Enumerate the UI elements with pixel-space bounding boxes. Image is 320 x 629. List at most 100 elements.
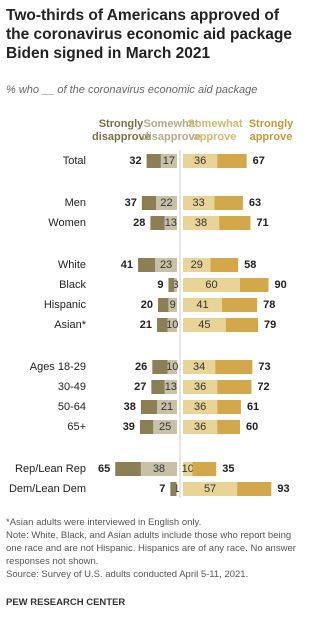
bar-segment [183,420,218,434]
bar-segment [225,318,259,332]
page: Two-thirds of Americans approved of the … [6,7,304,608]
bar-segment [219,216,251,230]
total-label: 38 [124,401,136,413]
bar-segment [210,258,239,272]
total-label: 73 [258,361,270,373]
value-label: 25 [159,421,171,433]
legend-entry: Somewhat approve [187,118,243,143]
bar-segment [157,400,177,414]
category-label: Asian* [54,319,87,331]
bar-segment [138,258,156,272]
bar-segment [167,360,177,374]
bar-segment [183,216,220,230]
value-label: 36 [194,155,206,167]
value-label: 45 [198,319,210,331]
bar-segment [158,298,169,312]
category-label: Rep/Lean Rep [15,463,86,475]
value-label: 23 [160,259,172,271]
total-label: 32 [129,155,141,167]
category-label: Hispanic [44,299,87,311]
bar-segment [240,278,269,292]
total-label: 67 [253,155,265,167]
bar-segment [217,154,247,168]
bar-segment [139,420,154,434]
bar-segment [168,298,177,312]
bar-segment [217,380,252,394]
legend-entry: Somewhat disapprove [142,118,201,143]
bar-segment [183,278,240,292]
bar-segment [183,298,222,312]
bar-segment [214,196,243,210]
value-label: 1 [173,483,179,495]
bar-segment [167,318,177,332]
bar-segment [183,360,216,374]
total-label: 63 [249,197,261,209]
total-label: 21 [140,319,152,331]
value-label: 60 [205,279,217,291]
value-label: 17 [163,155,175,167]
total-label: 58 [244,259,256,271]
total-label: 71 [256,217,268,229]
bar-segment [151,380,165,394]
bar-segment [217,400,241,414]
bar-segment [183,400,218,414]
value-label: 3 [173,279,179,291]
value-label: 36 [194,401,206,413]
category-label: 65+ [67,421,86,433]
bar-segment [164,216,177,230]
chart-subtitle: % who __ of the coronavirus economic aid… [6,84,258,96]
bar-segment [150,216,165,230]
source: PEW RESEARCH CENTER [6,597,126,608]
chart-title: Two-thirds of Americans approved of the … [6,7,292,62]
value-label: 34 [193,361,205,373]
total-label: 7 [159,483,165,495]
bar-segment [164,380,177,394]
value-label: 41 [196,299,208,311]
bar-segment [217,420,240,434]
value-label: 13 [165,381,177,393]
bar-segment [174,278,177,292]
bar-segment [221,298,258,312]
bar-segment [115,462,141,476]
total-label: 39 [123,421,135,433]
bar-segment [183,196,215,210]
bar-segment [183,380,218,394]
bar-segment [192,462,217,476]
category-label: 30-49 [58,381,86,393]
total-label: 79 [264,319,276,331]
value-label: 21 [161,401,173,413]
value-label: 22 [160,197,172,209]
total-label: 37 [125,197,137,209]
category-label: Total [63,155,86,167]
note: Source: Survey of U.S. adults conducted … [6,569,249,580]
bar-segment [140,462,177,476]
value-label: 33 [193,197,205,209]
value-label: 10 [166,361,178,373]
bar-segment [141,196,157,210]
bar-segment [183,482,238,496]
value-label: 9 [170,299,176,311]
total-label: 60 [246,421,258,433]
bar-segment [183,154,218,168]
bar-segment [183,318,226,332]
bar-segment [168,278,175,292]
total-label: 93 [277,483,289,495]
category-label: Ages 18-29 [30,361,86,373]
value-label: 36 [194,421,206,433]
value-label: 38 [153,463,165,475]
notes: *Asian adults were interviewed in Englis… [6,516,304,581]
category-label: Black [59,279,86,291]
total-label: 61 [247,401,259,413]
value-label: 38 [195,217,207,229]
bar-segment [155,258,177,272]
bar-segment [183,258,211,272]
value-label: 57 [204,483,216,495]
bar-segment [157,318,168,332]
note: Note: White, Black, and Asian adults inc… [6,530,296,567]
category-label: Women [48,217,86,229]
value-label: 29 [191,259,203,271]
legend-entry: Strongly approve [248,118,294,143]
bar-segment [146,154,161,168]
total-label: 90 [275,279,287,291]
